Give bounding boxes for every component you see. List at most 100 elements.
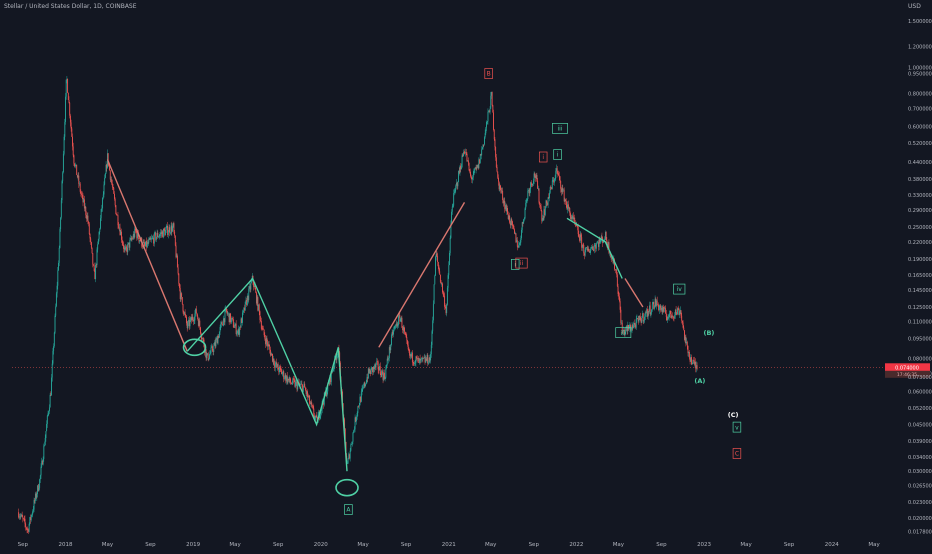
candle-body — [609, 252, 611, 258]
candle-body — [567, 204, 569, 210]
candle-body — [522, 222, 524, 224]
candle-body — [385, 368, 387, 378]
candle-body — [144, 242, 145, 246]
y-tick-label: 0.080000 — [908, 356, 932, 362]
candle-body — [364, 382, 366, 387]
candle-body — [109, 165, 111, 171]
candle-body — [494, 139, 496, 147]
candle-body — [535, 175, 537, 178]
wave-line — [624, 278, 644, 308]
y-tick-label: 0.023000 — [908, 500, 932, 506]
candle-body — [537, 180, 539, 189]
candle-body — [381, 370, 383, 377]
candle-body — [93, 264, 94, 266]
candle-body — [316, 415, 318, 418]
candle-body — [180, 293, 182, 299]
candle-body — [409, 349, 411, 356]
candle-body — [577, 225, 578, 227]
candle-body — [114, 193, 115, 199]
candle-body — [593, 245, 595, 251]
candle-body — [690, 357, 692, 362]
candle-body — [376, 361, 378, 364]
candle-body — [486, 121, 488, 128]
candle-body — [416, 356, 418, 359]
candle-body — [671, 315, 673, 318]
candle-body — [591, 247, 592, 249]
candle-body — [684, 330, 685, 340]
candle-body — [507, 208, 508, 214]
candle-body — [656, 300, 658, 305]
candle-body — [87, 215, 89, 222]
candle-body — [239, 326, 241, 335]
candle-body — [538, 188, 540, 203]
candle-body — [170, 225, 172, 233]
candle-body — [595, 244, 597, 249]
candle-body — [450, 223, 452, 238]
candle-body — [154, 232, 156, 234]
candle-body — [400, 317, 402, 319]
candle-body — [567, 204, 569, 209]
candle-body — [215, 340, 217, 347]
candle-body — [476, 167, 478, 168]
candle-body — [82, 195, 84, 203]
candle-body — [346, 463, 348, 464]
candle-body — [181, 297, 183, 305]
candle-body — [190, 317, 192, 321]
candle-body — [435, 256, 436, 276]
candle-body — [369, 370, 371, 375]
candle-body — [572, 215, 574, 219]
candle-body — [605, 231, 607, 240]
candle-body — [369, 370, 371, 373]
candle-body — [465, 152, 467, 154]
candle-body — [160, 232, 162, 235]
candle-body — [437, 261, 439, 267]
candle-body — [29, 517, 31, 525]
candle-body — [283, 371, 285, 379]
candle-body — [171, 225, 173, 232]
candle-body — [681, 320, 683, 323]
candle-body — [588, 248, 590, 252]
symbol-title: Stellar / United States Dollar, 1D, COIN… — [4, 3, 137, 10]
candle-body — [296, 381, 298, 390]
candle-body — [481, 149, 483, 156]
candle-body — [463, 152, 464, 157]
candle-body — [407, 344, 409, 350]
candle-body — [178, 273, 180, 284]
x-tick-label: Sep — [784, 542, 795, 548]
candle-body — [319, 416, 321, 419]
candle-body — [306, 391, 308, 394]
candle-body — [62, 172, 64, 182]
candle-body — [102, 194, 104, 198]
candle-body — [509, 222, 511, 226]
candle-body — [416, 358, 418, 359]
candle-body — [593, 249, 595, 251]
candle-body — [553, 180, 555, 183]
candle-body — [136, 232, 138, 239]
candle-body — [239, 326, 241, 328]
candle-body — [44, 438, 46, 446]
candle-body — [367, 368, 369, 379]
wave-label: iii — [621, 330, 626, 337]
candle-body — [125, 246, 127, 250]
candle-body — [48, 411, 50, 414]
candle-body — [532, 180, 534, 184]
candle-body — [600, 236, 602, 240]
candle-body — [678, 309, 680, 315]
candle-body — [372, 367, 373, 373]
candle-body — [139, 240, 141, 242]
candle-body — [129, 239, 131, 248]
candle-body — [105, 164, 107, 174]
candle-body — [397, 325, 399, 327]
candle-body — [394, 326, 396, 329]
candle-body — [188, 319, 190, 327]
candle-body — [208, 358, 210, 361]
candle-body — [366, 377, 368, 383]
candle-body — [118, 225, 120, 229]
candle-body — [500, 185, 501, 191]
candle-body — [653, 305, 655, 309]
candle-body — [514, 229, 515, 234]
candle-body — [206, 354, 208, 359]
candle-body — [139, 240, 141, 242]
